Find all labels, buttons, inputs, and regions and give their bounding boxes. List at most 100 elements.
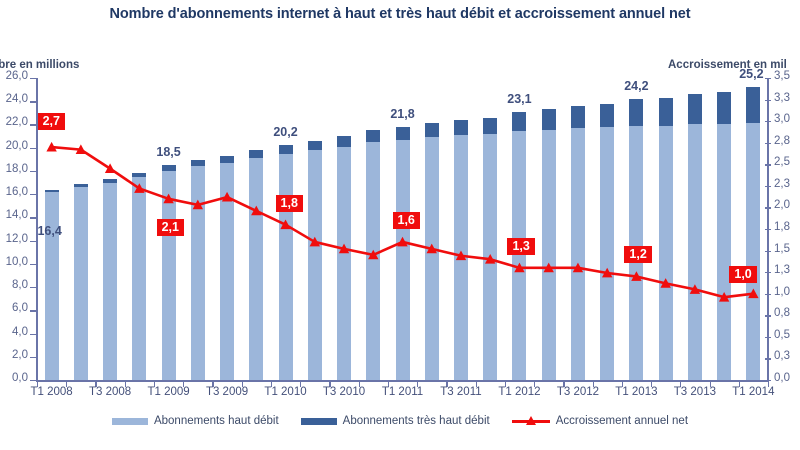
line-marker-triangle (718, 291, 730, 302)
right-axis-tick (765, 78, 771, 80)
line-marker-triangle (397, 236, 408, 247)
x-axis-tick (124, 381, 126, 387)
bar-total-label: 18,5 (156, 145, 181, 160)
bar-segment-haut-debit (570, 127, 585, 380)
right-axis-tick-label: 1,0 (774, 285, 790, 298)
left-axis-tick (30, 356, 36, 359)
x-axis-tick (651, 381, 653, 387)
x-axis-tick-label: T1 2008 (30, 386, 73, 398)
left-axis-tick-label: 0,0 (12, 372, 28, 384)
left-axis-tick (30, 240, 36, 242)
left-axis-line (36, 78, 38, 381)
line-marker-triangle (689, 284, 701, 294)
right-axis-tick (765, 293, 771, 295)
bar-total-label: 21,8 (390, 106, 415, 121)
x-axis-tick (563, 381, 565, 387)
bar-segment-tres-haut-debit (687, 94, 702, 125)
x-axis-tick (37, 381, 39, 387)
bar-segment-haut-debit (44, 191, 59, 380)
bar-segment-tres-haut-debit (190, 159, 205, 167)
right-axis-tick-label: 2,3 (774, 177, 790, 190)
bar-segment-tres-haut-debit (600, 103, 615, 127)
bar (44, 189, 59, 380)
x-axis-tick-label: T1 2014 (732, 386, 775, 398)
x-axis-tick-label: T3 2009 (205, 386, 249, 398)
line-marker-triangle (601, 267, 613, 278)
chart-legend: Abonnements haut débit Abonnements très h… (0, 415, 800, 427)
line-marker-triangle (338, 243, 350, 254)
line-marker-triangle (514, 262, 525, 273)
bar-segment-tres-haut-debit (717, 91, 732, 125)
bar (541, 109, 556, 380)
left-axis-tick-label: 20,0 (5, 139, 28, 152)
line-marker-triangle (485, 254, 496, 264)
line-marker-triangle (309, 236, 320, 247)
x-axis-tick-label: T3 2010 (322, 386, 366, 398)
bar-segment-tres-haut-debit (307, 140, 322, 151)
bar-segment-haut-debit (132, 176, 147, 380)
line-marker-triangle (455, 250, 467, 261)
bar-segment-haut-debit (746, 123, 761, 380)
bar-segment-tres-haut-debit (73, 184, 88, 188)
bar (512, 111, 527, 380)
right-axis-tick-label: 3,3 (774, 91, 790, 104)
bar-segment-haut-debit (307, 150, 322, 380)
bar-segment-haut-debit (73, 187, 88, 380)
x-axis-tick (183, 381, 185, 387)
bar-total-label: 24,2 (624, 78, 649, 93)
legend-item[interactable]: Accroissement annuel net (511, 415, 688, 427)
x-axis-tick-label: T3 2008 (88, 386, 132, 398)
x-axis-tick (417, 381, 419, 387)
line-marker-triangle (368, 249, 379, 260)
line-marker-triangle (251, 205, 262, 216)
bar-segment-tres-haut-debit (395, 126, 410, 140)
bar-total-label: 20,2 (273, 125, 298, 140)
bar-segment-tres-haut-debit (629, 98, 644, 126)
legend-item[interactable]: Abonnements très haut débit (300, 415, 490, 427)
left-axis-tick-label: 22,0 (5, 116, 28, 129)
right-axis-tick-label: 3,5 (774, 70, 790, 82)
left-axis-tick (30, 194, 36, 196)
x-axis-tick (592, 381, 594, 387)
line-marker-triangle (748, 288, 759, 299)
right-axis-tick-label: 3,0 (774, 113, 790, 126)
bar-total-label: 16,4 (37, 223, 62, 238)
line-series-accroissement (46, 141, 759, 302)
left-axis-tick-label: 16,0 (5, 186, 28, 199)
right-axis-tick-label: 1,8 (774, 221, 790, 233)
right-axis-tick-label: 0,0 (774, 372, 790, 384)
bar (366, 130, 381, 380)
bar-segment-haut-debit (600, 126, 615, 380)
line-marker-triangle (660, 278, 671, 288)
bar-segment-haut-debit (103, 182, 118, 380)
bar (600, 103, 615, 380)
right-axis-tick-label: 1,3 (774, 264, 790, 277)
left-axis-tick (30, 170, 36, 173)
right-axis-tick-label: 0,3 (774, 350, 790, 363)
left-axis-tick-label: 8,0 (12, 279, 28, 292)
right-axis-tick (765, 272, 771, 274)
x-axis-tick-label: T1 2012 (498, 386, 541, 398)
left-axis-tick-label: 26,0 (5, 70, 28, 82)
bar-segment-tres-haut-debit (278, 145, 293, 154)
x-axis-tick (738, 381, 740, 387)
right-axis-tick-label: 0,5 (774, 328, 790, 341)
x-axis-tick (504, 381, 507, 387)
legend-label: Abonnements haut débit (153, 415, 279, 427)
bar-segment-haut-debit (424, 137, 439, 380)
x-axis-tick (212, 381, 214, 387)
x-axis-tick (300, 381, 302, 387)
bar-segment-tres-haut-debit (570, 105, 585, 128)
legend-item[interactable]: Abonnements haut débit (111, 415, 279, 427)
line-value-label: 1,3 (507, 237, 535, 255)
line-marker-triangle (104, 163, 116, 174)
right-axis-tick (765, 380, 771, 382)
left-axis-title: mbre en millions (0, 59, 80, 71)
right-axis-title: Accroissement en mil (668, 59, 787, 71)
bar (220, 155, 235, 380)
bar-segment-tres-haut-debit (483, 117, 498, 134)
bar-segment-haut-debit (220, 162, 235, 380)
left-axis-tick (30, 287, 36, 289)
x-axis-tick (709, 381, 711, 387)
line-marker-triangle (46, 141, 57, 152)
